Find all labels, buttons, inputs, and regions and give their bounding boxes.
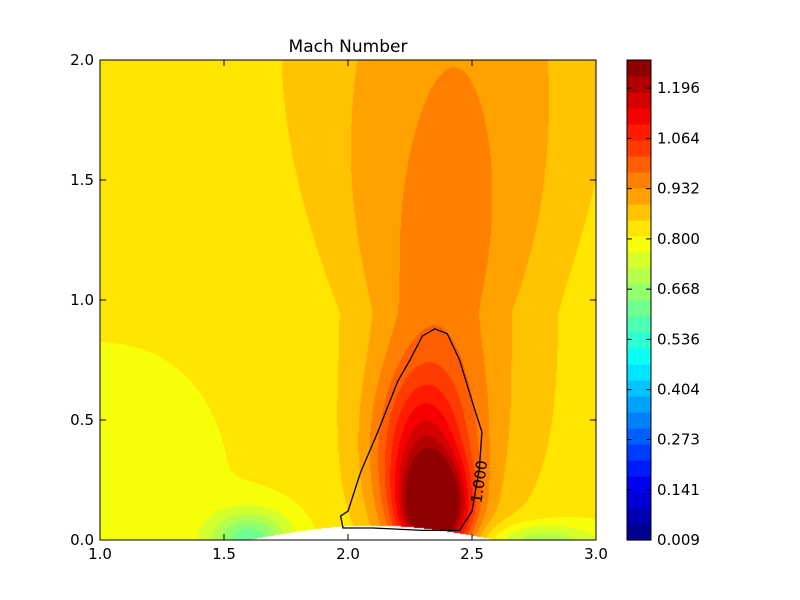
colorbar-tick-label: 0.800 xyxy=(657,230,700,248)
colorbar-bands xyxy=(627,60,651,541)
colorbar-band xyxy=(627,236,651,253)
x-axis: 1.0 1.5 2.0 2.5 3.0 xyxy=(88,60,608,563)
colorbar-band xyxy=(627,508,651,525)
colorbar-band xyxy=(627,524,651,541)
colorbar-band xyxy=(627,124,651,141)
colorbar-tick-label: 0.404 xyxy=(657,381,700,399)
x-tick-label: 1.5 xyxy=(212,545,236,563)
colorbar-band xyxy=(627,140,651,157)
y-tick-label: 1.0 xyxy=(70,291,94,309)
colorbar-band xyxy=(627,300,651,317)
x-tick-label: 2.5 xyxy=(460,545,484,563)
colorbar-band xyxy=(627,188,651,205)
colorbar-band xyxy=(627,60,651,77)
colorbar-tick-label: 1.064 xyxy=(657,129,700,147)
y-tick-label: 1.5 xyxy=(70,171,94,189)
colorbar-band xyxy=(627,348,651,365)
colorbar-frame xyxy=(626,59,652,541)
x-tick-label: 1.0 xyxy=(88,545,112,563)
y-tick-label: 0.5 xyxy=(70,411,94,429)
colorbar-band xyxy=(627,204,651,221)
contour-line-label: 1.000 xyxy=(468,459,492,504)
colorbar-tick-label: 0.141 xyxy=(657,481,700,499)
colorbar-tick-label: 0.668 xyxy=(657,280,700,298)
colorbar-band xyxy=(627,172,651,189)
y-axis: 0.0 0.5 1.0 1.5 2.0 xyxy=(70,51,596,549)
colorbar-band xyxy=(627,316,651,333)
colorbar-band xyxy=(627,380,651,397)
colorbar-band xyxy=(627,108,651,125)
y-tick-label: 2.0 xyxy=(70,51,94,69)
colorbar-band xyxy=(627,492,651,509)
colorbar-ticks: 0.009 0.141 0.273 0.404 0.536 0.668 0.800 0.932… xyxy=(627,79,700,549)
chart-title: Mach Number xyxy=(289,37,408,57)
colorbar-band xyxy=(627,476,651,493)
colorbar-band xyxy=(627,220,651,237)
colorbar-band xyxy=(627,428,651,445)
colorbar-band xyxy=(627,284,651,301)
colorbar-tick-label: 0.932 xyxy=(657,180,700,198)
colorbar: 0.009 0.141 0.273 0.404 0.536 0.668 0.800 0.932… xyxy=(626,59,700,549)
colorbar-band xyxy=(627,412,651,429)
colorbar-band xyxy=(627,156,651,173)
colorbar-band xyxy=(627,252,651,269)
colorbar-band xyxy=(627,396,651,413)
plot-area: 1.000 xyxy=(99,59,597,541)
colorbar-band xyxy=(627,76,651,93)
colorbar-tick-label: 0.009 xyxy=(657,531,700,549)
sonic-contour-line xyxy=(339,328,483,532)
colorbar-tick-label: 0.536 xyxy=(657,330,700,348)
colorbar-band xyxy=(627,444,651,461)
colorbar-tick-label: 1.196 xyxy=(657,79,700,97)
colorbar-band xyxy=(627,268,651,285)
colorbar-band xyxy=(627,92,651,109)
x-tick-label: 3.0 xyxy=(584,545,608,563)
colorbar-band xyxy=(627,332,651,349)
colorbar-band xyxy=(627,460,651,477)
colorbar-tick-label: 0.273 xyxy=(657,431,700,449)
y-tick-label: 0.0 xyxy=(70,531,94,549)
mach-contour-field xyxy=(100,60,596,540)
x-tick-label: 2.0 xyxy=(336,545,360,563)
colorbar-band xyxy=(627,364,651,381)
